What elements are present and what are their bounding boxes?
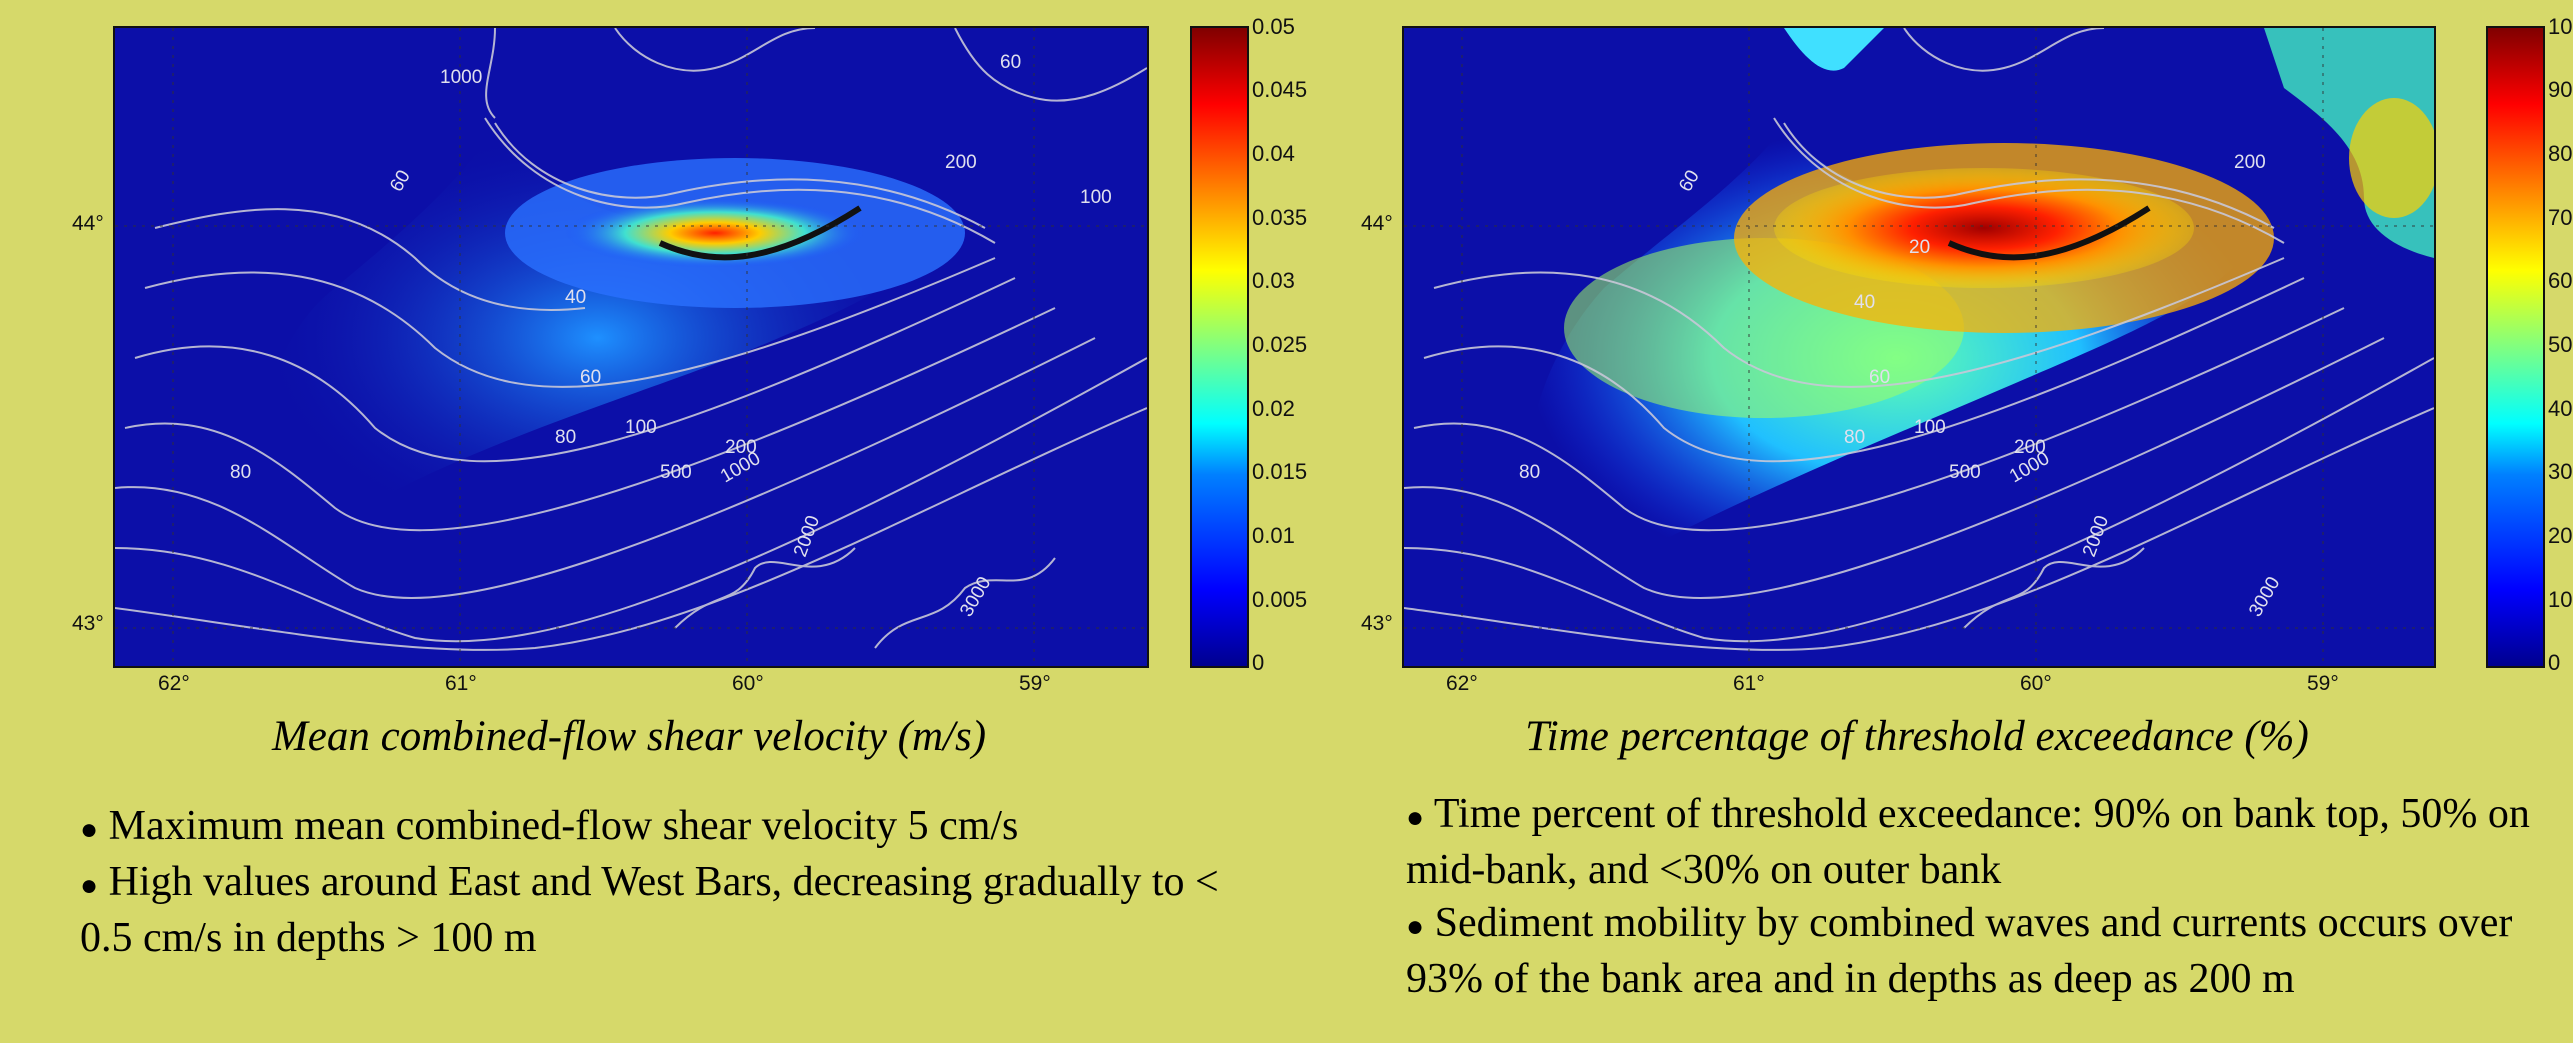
colorbar-tick: 30 — [2548, 459, 2573, 484]
bullet-item: ● Sediment mobility by combined waves an… — [1406, 897, 2556, 1006]
bullet-list: ● Maximum mean combined-flow shear veloc… — [80, 800, 1230, 965]
lon-label-62: 62° — [1446, 672, 1478, 695]
contour-label: 200 — [725, 437, 757, 458]
shear-velocity-map-graphic: 1000 60 40 60 80 100 200 500 1000 2000 3… — [115, 28, 1147, 666]
lat-label-43: 43° — [72, 612, 104, 635]
colorbar-tick: 100 — [2548, 14, 2573, 39]
colorbar-tick: 0 — [2548, 650, 2561, 675]
colorbar-tick: 40 — [2548, 396, 2573, 421]
contour-label: 80 — [1519, 462, 1540, 483]
contour-label: 60 — [386, 167, 415, 196]
right-panel: 60 40 20 60 80 100 200 500 100 0 2000 300… — [1286, 0, 2573, 1043]
lat-label-43: 43° — [1361, 612, 1393, 635]
colorbar-tick: 10 — [2548, 587, 2573, 612]
colorbar-tick: 0.04 — [1252, 141, 1295, 166]
contour-label: 2000 — [790, 513, 824, 560]
contour-label: 100 — [1080, 187, 1112, 208]
colorbar-tick: 0.025 — [1252, 332, 1308, 357]
colorbar-tick: 0.02 — [1252, 396, 1295, 421]
colorbar-tick: 0.035 — [1252, 205, 1308, 230]
lon-label-59: 59° — [1019, 672, 1051, 695]
lon-label-60: 60° — [2020, 672, 2052, 695]
contour-label: 60 — [1869, 367, 1890, 388]
lon-label-61: 61° — [1733, 672, 1765, 695]
bullet-item: ● High values around East and West Bars,… — [80, 856, 1230, 965]
lon-label-60: 60° — [732, 672, 764, 695]
colorbar-tick: 0.015 — [1252, 459, 1308, 484]
colorbar-tick: 70 — [2548, 205, 2573, 230]
contour-label: 100 — [625, 417, 657, 438]
colorbar-tick: 20 — [2548, 523, 2573, 548]
bullet-dot: ● — [80, 812, 99, 846]
bullet-item: ● Maximum mean combined-flow shear veloc… — [80, 800, 1230, 856]
lon-label-62: 62° — [158, 672, 190, 695]
map-caption: Mean combined-flow shear velocity (m/s) — [271, 713, 987, 760]
bullet-text: Maximum mean combined-flow shear velocit… — [108, 803, 1019, 849]
shear-velocity-map: 1000 60 40 60 80 100 200 500 1000 2000 3… — [113, 26, 1149, 668]
contour-label: 60 — [580, 367, 601, 388]
contour-label: 80 — [230, 462, 251, 483]
map-caption: Time percentage of threshold exceedance … — [1525, 713, 2309, 760]
contour-label: 80 — [1844, 427, 1865, 448]
colorbar-tick: 0.03 — [1252, 268, 1295, 293]
contour-label: 500 — [1949, 462, 1981, 483]
bullet-list: ● Time percent of threshold exceedance: … — [1406, 788, 2556, 1006]
bullet-dot: ● — [1406, 800, 1425, 834]
lat-label-44: 44° — [72, 212, 104, 235]
threshold-exceedance-map-graphic: 60 40 20 60 80 100 200 500 1000 2000 300… — [1404, 28, 2434, 666]
colorbar-tick: 0.045 — [1252, 77, 1308, 102]
colorbar-tick: 0 — [1252, 650, 1265, 675]
bullet-text: High values around East and West Bars, d… — [80, 858, 1219, 961]
contour-label: 500 — [660, 462, 692, 483]
contour-label: 60 — [1000, 52, 1021, 73]
contour-label: 40 — [565, 287, 586, 308]
colorbar — [1190, 26, 1249, 668]
contour-label: 80 — [555, 427, 576, 448]
contour-label: 200 — [945, 152, 977, 173]
colorbar-tick: 60 — [2548, 268, 2573, 293]
contour-label: 60 — [1675, 167, 1704, 196]
threshold-exceedance-map: 60 40 20 60 80 100 200 500 1000 2000 300… — [1402, 26, 2436, 668]
bullet-item: ● Time percent of threshold exceedance: … — [1406, 788, 2556, 897]
contour-label: 200 — [2234, 152, 2266, 173]
bullet-text: Sediment mobility by combined waves and … — [1406, 899, 2513, 1002]
colorbar-tick: 80 — [2548, 141, 2573, 166]
lon-label-59: 59° — [2307, 672, 2339, 695]
left-panel: 1000 60 40 60 80 100 200 500 1000 2000 3… — [0, 0, 1307, 1043]
colorbar-tick: 0.01 — [1252, 523, 1295, 548]
contour-label: 200 — [2014, 437, 2046, 458]
colorbar-tick: 50 — [2548, 332, 2573, 357]
contour-label: 1000 — [440, 67, 482, 88]
lon-label-61: 61° — [445, 672, 477, 695]
colorbar-tick: 0.05 — [1252, 14, 1295, 39]
contour-label: 20 — [1909, 237, 1930, 258]
contour-label: 3000 — [2245, 573, 2284, 620]
colorbar-tick: 0.005 — [1252, 587, 1308, 612]
contour-label: 100 — [1914, 417, 1946, 438]
colorbar — [2486, 26, 2545, 668]
contour-label: 40 — [1854, 292, 1875, 313]
colorbar-tick: 90 — [2548, 77, 2573, 102]
bullet-text: Time percent of threshold exceedance: 90… — [1406, 791, 2530, 893]
lat-label-44: 44° — [1361, 212, 1393, 235]
bullet-dot: ● — [1406, 909, 1425, 943]
contour-label: 2000 — [2079, 513, 2113, 560]
bullet-dot: ● — [80, 868, 99, 902]
